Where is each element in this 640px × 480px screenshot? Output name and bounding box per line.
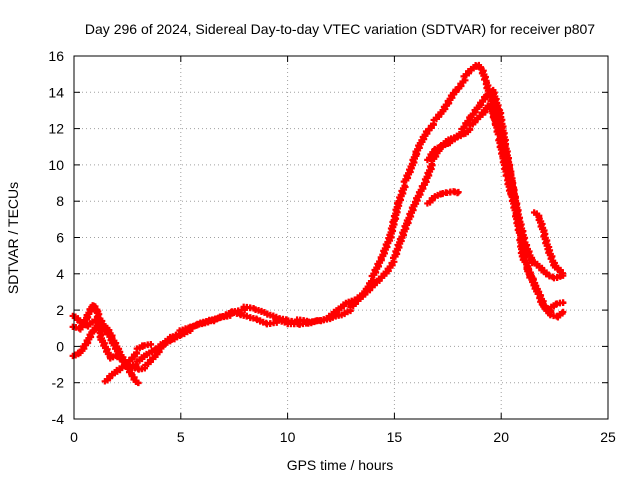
y-tick-label: -2 (52, 375, 65, 391)
y-tick-label: 8 (56, 193, 64, 209)
x-tick-label: 0 (70, 429, 78, 445)
axis-ticks: 0 5 10 15 20 25 -4 -2 0 2 4 6 8 10 12 14 16 (48, 48, 616, 445)
y-tick-label: 12 (48, 121, 64, 137)
y-tick-label: -4 (52, 411, 65, 427)
x-tick-label: 25 (600, 429, 616, 445)
data-point-marker (542, 270, 550, 278)
data-points (69, 61, 567, 387)
chart-title: Day 296 of 2024, Sidereal Day-to-day VTE… (85, 21, 595, 37)
y-tick-label: 4 (56, 266, 64, 282)
data-point-marker (134, 379, 142, 386)
y-tick-label: 0 (56, 338, 64, 354)
x-tick-label: 20 (493, 429, 509, 445)
y-axis-label: SDTVAR / TECUs (5, 182, 21, 294)
y-tick-label: 6 (56, 230, 64, 246)
x-axis-label: GPS time / hours (287, 457, 394, 473)
y-tick-label: 14 (48, 84, 64, 100)
x-tick-label: 10 (280, 429, 296, 445)
data-point-marker (455, 188, 462, 196)
data-point-marker (559, 299, 567, 307)
y-tick-label: 2 (56, 302, 64, 318)
data-point-marker (462, 77, 469, 84)
x-tick-label: 15 (387, 429, 403, 445)
x-tick-label: 5 (177, 429, 185, 445)
data-point-marker (559, 272, 567, 279)
y-tick-label: 16 (48, 48, 64, 64)
data-point-marker (559, 308, 567, 316)
data-point-marker (147, 341, 155, 348)
y-tick-label: 10 (48, 157, 64, 173)
